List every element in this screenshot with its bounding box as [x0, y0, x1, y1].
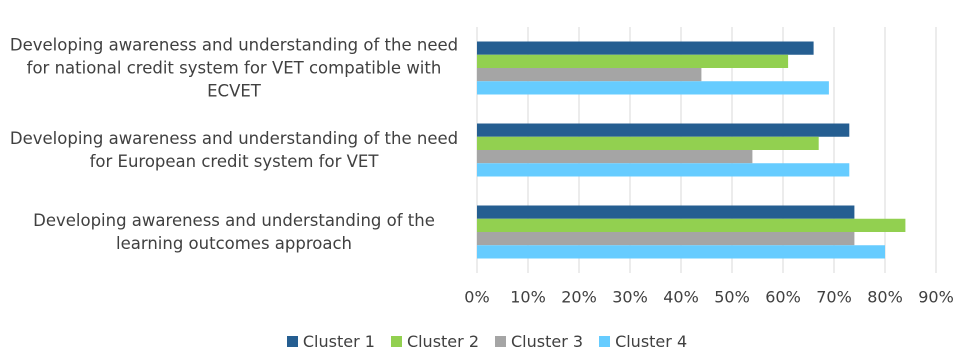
bar	[477, 68, 702, 82]
legend-swatch	[286, 336, 298, 347]
category-label: Developing awareness and understanding o…	[33, 211, 435, 253]
category-label: Developing awareness and understanding o…	[9, 35, 459, 101]
legend-item: Cluster 4	[599, 332, 687, 351]
x-tick-label: 60%	[765, 288, 801, 307]
bar	[477, 81, 829, 95]
bar	[477, 150, 753, 164]
bar	[477, 205, 855, 219]
bar	[477, 41, 814, 55]
x-tick-label: 20%	[561, 288, 597, 307]
bar	[477, 54, 789, 68]
legend-label: Cluster 1	[302, 332, 375, 351]
legend-item: Cluster 2	[390, 332, 479, 351]
x-tick-label: 80%	[867, 288, 903, 307]
bar	[477, 218, 906, 232]
legend-item: Cluster 1	[286, 332, 375, 351]
x-tick-label: 70%	[816, 288, 852, 307]
legend-label: Cluster 3	[511, 332, 584, 351]
legend-swatch	[599, 336, 611, 347]
legend-label: Cluster 2	[406, 332, 479, 351]
legend-swatch	[495, 336, 506, 347]
category-label: Developing awareness and understanding o…	[9, 129, 459, 171]
bar	[477, 163, 850, 177]
x-tick-label: 50%	[714, 288, 750, 307]
x-tick-label: 30%	[612, 288, 648, 307]
bar	[477, 123, 850, 137]
x-tick-label: 10%	[510, 288, 546, 307]
bar	[477, 232, 855, 246]
legend-item: Cluster 3	[495, 332, 583, 351]
bar	[477, 136, 819, 150]
legend-label: Cluster 4	[615, 332, 688, 351]
x-tick-label: 90%	[918, 288, 954, 307]
x-tick-label: 40%	[663, 288, 699, 307]
legend: Cluster 1 Cluster 2 Cluster 3 Cluster 4	[0, 332, 974, 351]
legend-swatch	[390, 336, 402, 347]
bar	[477, 245, 885, 259]
x-tick-label: 0%	[464, 288, 489, 307]
